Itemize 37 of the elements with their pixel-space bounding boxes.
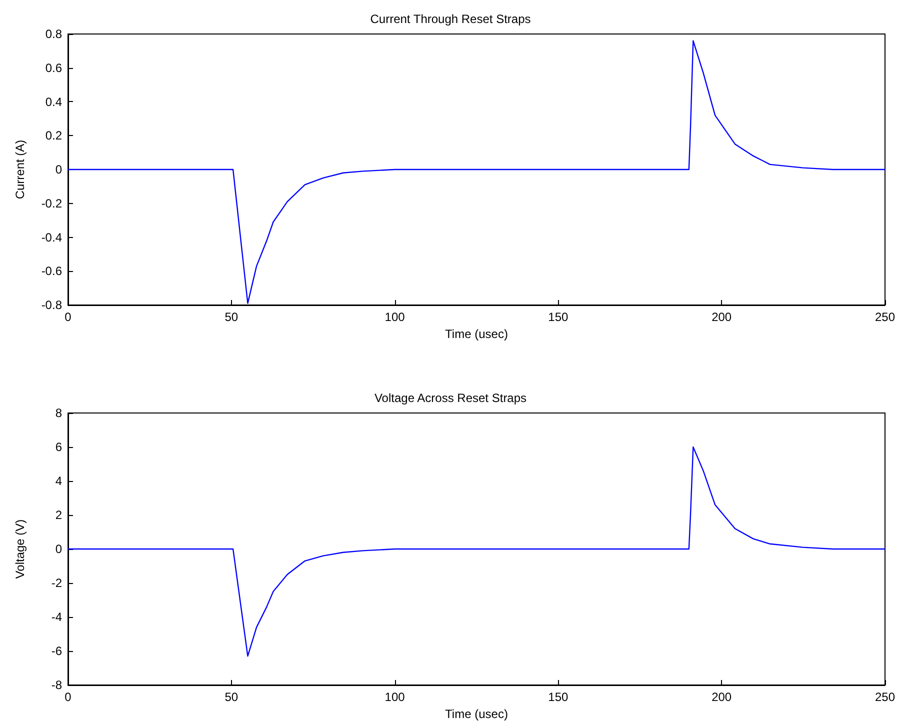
- x-tick-label: 50: [224, 690, 238, 704]
- x-tick-label: 150: [548, 690, 569, 704]
- y-tick-label: 8: [55, 406, 62, 420]
- chart-title: Current Through Reset Straps: [370, 12, 531, 26]
- y-tick-label: 0.2: [45, 128, 62, 143]
- x-axis-title: Time (usec): [445, 326, 508, 341]
- y-tick-label: 0.6: [45, 60, 62, 75]
- y-tick-label: 6: [55, 440, 62, 454]
- x-tick-label: 50: [224, 310, 238, 324]
- x-tick-label: 250: [874, 690, 896, 704]
- x-axis-title: Time (usec): [445, 706, 508, 721]
- y-tick-label: -0.2: [41, 196, 62, 210]
- x-tick-label: 200: [712, 310, 732, 324]
- y-tick-label: -6: [51, 644, 62, 658]
- y-tick-label: 4: [55, 474, 62, 488]
- x-tick-label: 0: [64, 310, 72, 324]
- y-tick-label: 0.4: [45, 94, 62, 109]
- line-series: [67, 446, 886, 657]
- y-tick-label: 0: [55, 542, 62, 556]
- y-tick-label: -0.6: [41, 264, 62, 278]
- x-tick-label: 250: [874, 310, 896, 324]
- y-tick-label: -4: [51, 610, 62, 624]
- y-tick-label: 0.8: [45, 27, 62, 41]
- x-tick-label: 150: [548, 310, 569, 324]
- y-tick-label: -8: [51, 678, 62, 692]
- y-tick-label: 0: [55, 162, 62, 176]
- x-tick-label: 100: [384, 690, 406, 704]
- x-tick-label: 0: [64, 690, 72, 704]
- x-tick-label: 100: [384, 310, 406, 324]
- y-tick-label: -0.4: [41, 230, 62, 244]
- y-tick-label: 2: [55, 508, 62, 522]
- chart-title: Voltage Across Reset Straps: [374, 391, 527, 405]
- y-axis-title: Voltage (V): [13, 519, 27, 579]
- y-tick-label: -2: [51, 576, 62, 590]
- y-axis-title: Current (A): [13, 140, 27, 200]
- y-tick-label: -0.8: [41, 298, 62, 312]
- x-tick-label: 200: [712, 690, 732, 704]
